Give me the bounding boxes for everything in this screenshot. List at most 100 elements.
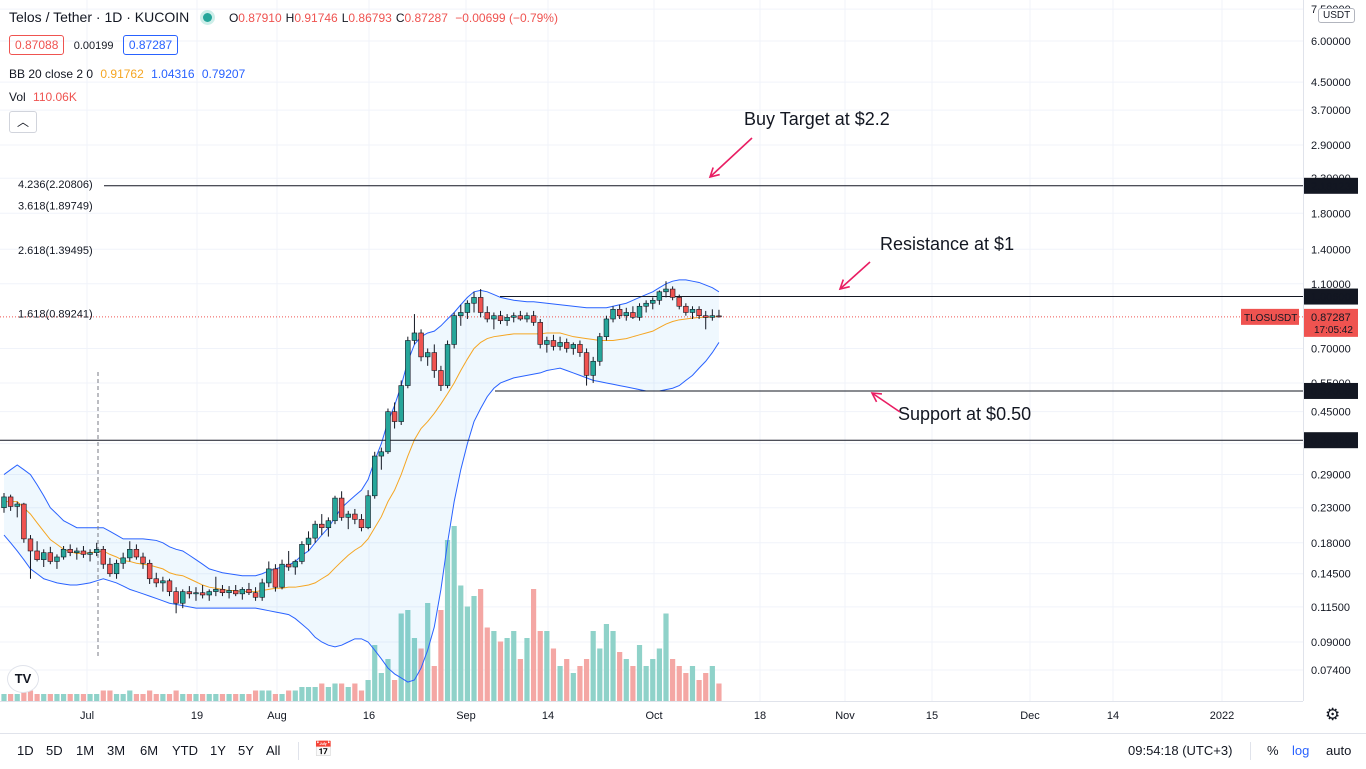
bb-legend[interactable]: BB 20 close 2 0 0.91762 1.04316 0.79207 <box>9 67 245 81</box>
annotation-support: Support at $0.50 <box>898 404 1031 424</box>
symbol-title[interactable]: Telos / Tether · 1D · KUCOIN <box>9 9 190 25</box>
range-1m[interactable]: 1M <box>76 743 95 758</box>
candle-down <box>153 578 159 584</box>
volume-bar <box>1 694 7 701</box>
price-axis-pane <box>1303 0 1366 701</box>
candle-up <box>226 590 232 594</box>
range-1d[interactable]: 1D <box>17 743 34 758</box>
clock-timezone[interactable]: 09:54:18 (UTC+3) <box>1128 743 1233 758</box>
candle-down <box>477 297 484 313</box>
candle-up <box>524 315 530 320</box>
candle-down <box>47 552 54 562</box>
price-tick-label: 0.70000 <box>1311 343 1351 355</box>
volume-bar <box>54 694 60 701</box>
candle-down <box>583 352 590 376</box>
fib-level-label: 1.618(0.89241) <box>18 309 93 321</box>
candle-down <box>199 592 206 596</box>
price-level-badge-label: 2.18123 <box>1311 181 1351 193</box>
volume-bar <box>478 589 484 701</box>
volume-bar <box>27 690 34 701</box>
time-tick-label: Nov <box>835 710 855 722</box>
volume-bar <box>398 613 404 701</box>
range-5y[interactable]: 5Y <box>238 743 254 758</box>
volume-bar <box>60 694 67 701</box>
log-scale-toggle[interactable]: log <box>1292 743 1310 758</box>
auto-scale-toggle[interactable]: auto <box>1326 743 1352 758</box>
volume-bar <box>120 694 126 701</box>
candle-up <box>312 523 318 539</box>
candle-down <box>530 315 537 323</box>
candle-down <box>703 315 709 318</box>
volume-bar <box>312 687 318 701</box>
time-tick-label: 2022 <box>1210 710 1234 722</box>
range-1y[interactable]: 1Y <box>210 743 226 758</box>
volume-bar <box>266 690 272 701</box>
candle-down <box>80 550 87 555</box>
candle-down <box>676 297 682 307</box>
toolbar-divider <box>298 742 299 760</box>
volume-bar <box>577 666 583 701</box>
buy-price-button[interactable]: 0.87287 <box>122 35 179 55</box>
candle-up <box>504 317 510 321</box>
collapse-legend-button[interactable]: ︿ <box>9 111 37 133</box>
volume-bar <box>643 666 649 701</box>
volume-bar <box>94 694 100 701</box>
price-tick-label: 0.07400 <box>1311 665 1351 677</box>
volume-bar <box>431 666 437 701</box>
volume-bar <box>517 659 523 701</box>
date-range-calendar-icon[interactable]: 📅 <box>314 741 333 758</box>
annotation-resistance: Resistance at $1 <box>880 234 1014 254</box>
currency-button[interactable]: USDT <box>1318 8 1356 23</box>
volume-bar <box>319 683 325 701</box>
volume-bar <box>372 645 378 701</box>
bb-upper-value: 1.04316 <box>151 67 195 81</box>
volume-bar <box>352 683 358 701</box>
range-3m[interactable]: 3M <box>107 743 126 758</box>
candle-down <box>246 589 252 594</box>
price-tick-label: 1.40000 <box>1311 244 1351 256</box>
candle-down <box>173 591 179 604</box>
gear-icon[interactable]: ⚙ <box>1325 705 1341 724</box>
spread-value: 0.00199 <box>73 40 114 52</box>
volume-bar <box>299 687 305 701</box>
volume-bar <box>451 526 457 701</box>
buy-target-arrow <box>709 137 753 178</box>
volume-bar <box>339 683 345 701</box>
percent-scale-toggle[interactable]: % <box>1267 743 1279 758</box>
price-tick-label: 0.18000 <box>1311 538 1351 550</box>
candle-down <box>166 580 173 592</box>
current-price-label: 0.87287 <box>1311 312 1351 324</box>
candle-up <box>305 537 312 545</box>
volume-bar <box>8 694 14 701</box>
time-tick-label: 19 <box>191 710 203 722</box>
range-all[interactable]: All <box>266 743 281 758</box>
range-ytd[interactable]: YTD <box>172 743 198 758</box>
candle-up <box>239 589 246 595</box>
range-6m[interactable]: 6M <box>140 743 159 758</box>
time-tick-label: 14 <box>542 710 554 722</box>
price-level-badge-label: 0.52009 <box>1311 386 1351 398</box>
candle-down <box>146 562 153 580</box>
tradingview-logo[interactable]: TV <box>8 666 38 692</box>
volume-bar <box>524 638 530 701</box>
candle-up <box>663 288 669 293</box>
time-tick-label: Oct <box>645 710 662 722</box>
volume-bar <box>444 540 451 701</box>
volume-bar <box>286 690 292 701</box>
support-arrow <box>871 392 901 413</box>
candle-up <box>385 411 391 453</box>
volume-bar <box>173 690 179 701</box>
candle-up <box>623 312 629 316</box>
volume-legend[interactable]: Vol 110.06K <box>9 90 77 104</box>
price-level-badge <box>1304 432 1358 449</box>
volume-bar <box>292 690 298 701</box>
time-tick-label: Dec <box>1020 710 1040 722</box>
sell-price-button[interactable]: 0.87088 <box>9 35 65 55</box>
volume-bar <box>272 694 279 701</box>
candle-up <box>451 315 457 345</box>
fib-level-label: 3.618(1.89749) <box>18 201 93 213</box>
volume-bar <box>564 659 570 701</box>
volume-bar <box>583 659 590 701</box>
range-5d[interactable]: 5D <box>46 743 63 758</box>
